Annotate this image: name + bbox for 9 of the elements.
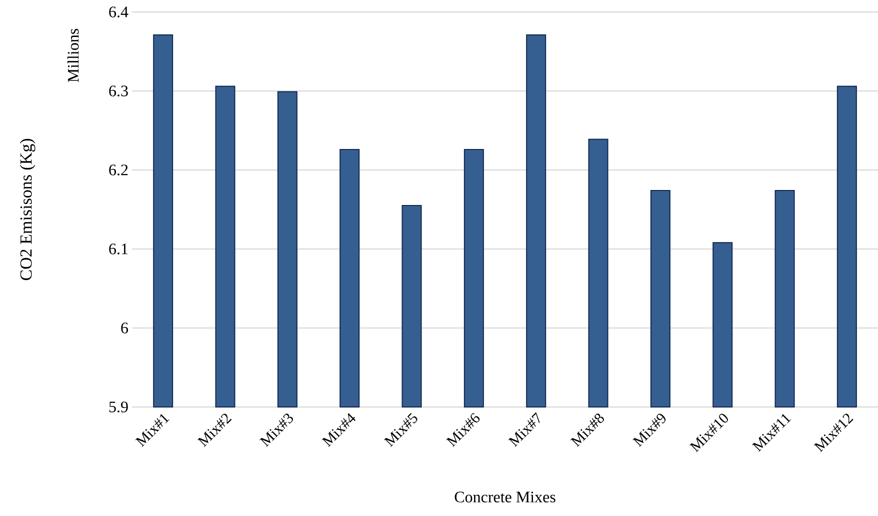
y-tick-label: 6.4 (109, 6, 128, 18)
x-axis-title: Concrete Mixes (454, 492, 556, 502)
y-tick-label: 6.3 (109, 86, 128, 96)
y-axis-title: CO2 Emisisons (Kg) (20, 138, 36, 280)
y-tick-label: 5.9 (109, 402, 128, 412)
y-tick-label: 6 (121, 322, 128, 334)
text: Millions (67, 28, 79, 82)
y-tick-label: 6.2 (109, 164, 128, 176)
y-tick-label: 6.1 (109, 244, 128, 254)
